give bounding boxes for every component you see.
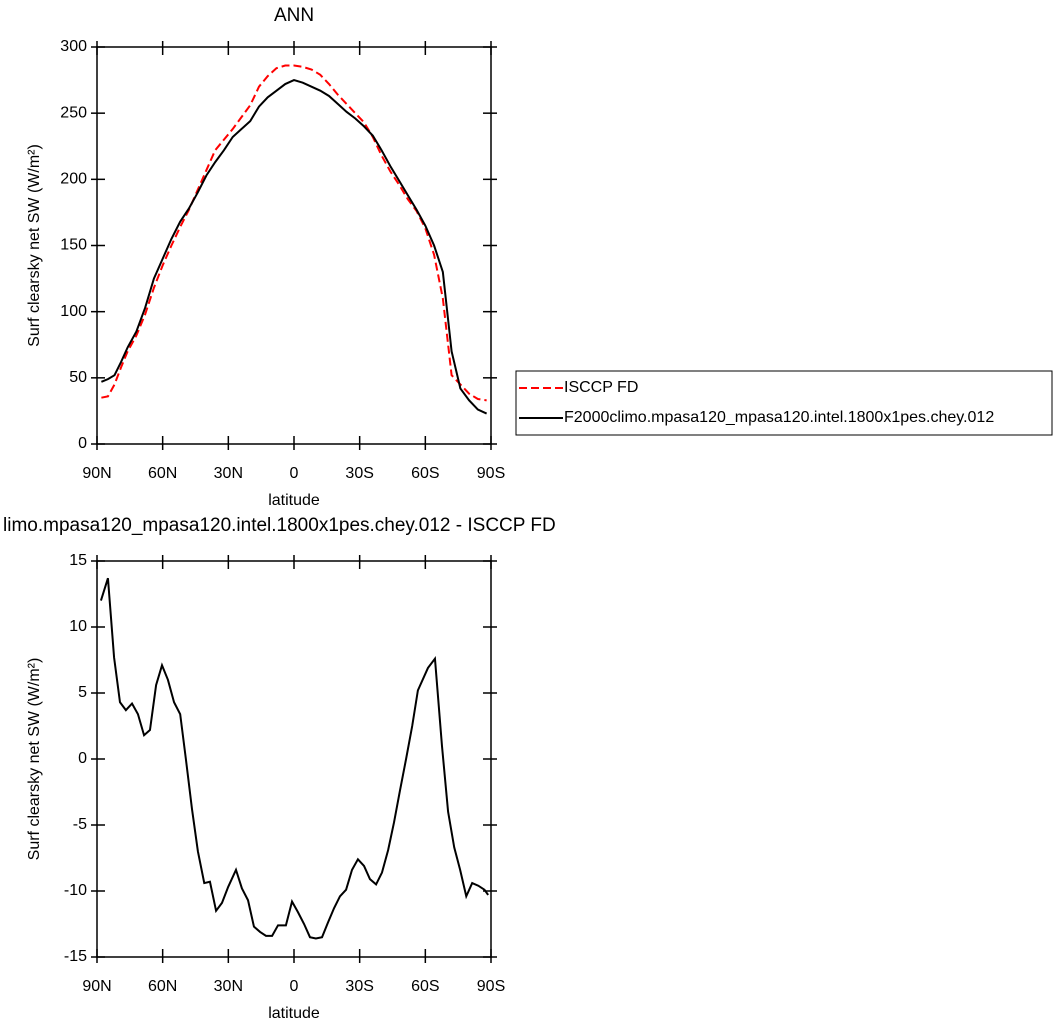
chart-panel: ANN latitude Surf clearsky net SW (W/m²) 0 5…	[26, 5, 1053, 509]
y-tick-label: 50	[69, 369, 87, 386]
x-axis-label: latitude	[268, 492, 320, 509]
y-tick-label: 15	[69, 552, 87, 569]
y-tick-label: 100	[60, 303, 87, 320]
plot-frame	[96, 560, 492, 958]
x-tick-label: 90N	[82, 465, 111, 482]
legend-label: ISCCP FD	[564, 379, 638, 396]
y-axis-label: Surf clearsky net SW (W/m²)	[26, 144, 43, 347]
x-tick-label: 30N	[214, 978, 243, 995]
legend-box	[515, 370, 1053, 436]
plot-frame	[96, 46, 492, 445]
y-tick-label: -15	[64, 948, 87, 965]
y-tick-label: 200	[60, 171, 87, 188]
series-line	[99, 577, 489, 940]
x-tick-label: 60N	[148, 465, 177, 482]
x-tick-label: 0	[290, 465, 299, 482]
x-tick-label: 90N	[82, 978, 111, 995]
chart-panel: limo.mpasa120_mpasa120.intel.1800x1pes.c…	[3, 515, 556, 1022]
y-tick-label: 10	[69, 618, 87, 635]
y-tick-label: 5	[78, 684, 87, 701]
x-tick-label: 30S	[345, 465, 373, 482]
y-tick-label: 0	[78, 750, 87, 767]
y-axis-label: Surf clearsky net SW (W/m²)	[26, 658, 43, 861]
x-tick-label: 0	[290, 978, 299, 995]
x-tick-label: 60S	[411, 465, 439, 482]
x-tick-label: 60S	[411, 978, 439, 995]
x-tick-label: 30N	[214, 465, 243, 482]
y-tick-label: 0	[78, 435, 87, 452]
x-tick-label: 60N	[148, 978, 177, 995]
y-tick-label: 300	[60, 38, 87, 55]
chart-title: limo.mpasa120_mpasa120.intel.1800x1pes.c…	[3, 515, 556, 536]
x-tick-label: 30S	[345, 978, 373, 995]
series-line	[101, 79, 488, 415]
x-tick-label: 90S	[477, 465, 505, 482]
y-tick-label: -5	[73, 816, 87, 833]
x-axis-label: latitude	[268, 1005, 320, 1022]
y-tick-label: -10	[64, 882, 87, 899]
chart-title: ANN	[274, 5, 314, 26]
x-tick-label: 90S	[477, 978, 505, 995]
y-tick-label: 250	[60, 104, 87, 121]
y-tick-label: 150	[60, 237, 87, 254]
legend-label: F2000climo.mpasa120_mpasa120.intel.1800x…	[564, 409, 994, 426]
